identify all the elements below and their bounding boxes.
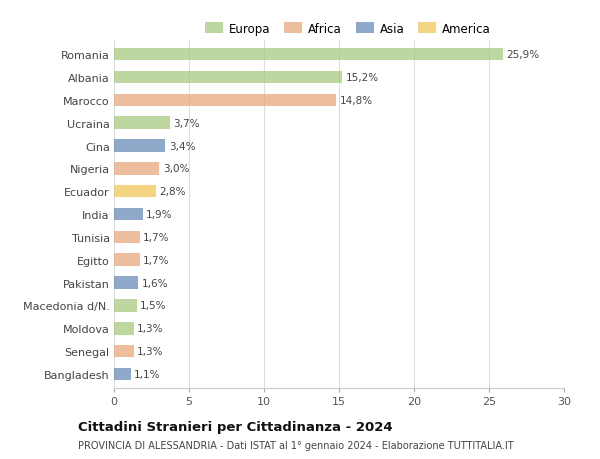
Text: 1,3%: 1,3%: [137, 347, 164, 356]
Bar: [114, 140, 165, 152]
Text: 1,6%: 1,6%: [142, 278, 168, 288]
Bar: [114, 322, 133, 335]
Bar: [114, 49, 503, 61]
Text: 2,8%: 2,8%: [160, 187, 186, 197]
Bar: [114, 345, 133, 358]
Text: 1,7%: 1,7%: [143, 232, 170, 242]
Text: 3,4%: 3,4%: [169, 141, 195, 151]
Text: PROVINCIA DI ALESSANDRIA - Dati ISTAT al 1° gennaio 2024 - Elaborazione TUTTITAL: PROVINCIA DI ALESSANDRIA - Dati ISTAT al…: [78, 440, 514, 450]
Text: 3,7%: 3,7%: [173, 118, 200, 129]
Text: 1,5%: 1,5%: [140, 301, 167, 311]
Bar: [114, 208, 143, 221]
Bar: [114, 231, 139, 244]
Bar: [114, 117, 170, 129]
Bar: [114, 300, 137, 312]
Text: 1,7%: 1,7%: [143, 255, 170, 265]
Text: Cittadini Stranieri per Cittadinanza - 2024: Cittadini Stranieri per Cittadinanza - 2…: [78, 420, 392, 433]
Bar: [114, 368, 131, 381]
Text: 1,9%: 1,9%: [146, 210, 173, 219]
Text: 15,2%: 15,2%: [346, 73, 379, 83]
Legend: Europa, Africa, Asia, America: Europa, Africa, Asia, America: [200, 18, 496, 40]
Bar: [114, 72, 342, 84]
Bar: [114, 94, 336, 107]
Bar: [114, 162, 159, 175]
Text: 14,8%: 14,8%: [340, 95, 373, 106]
Text: 1,1%: 1,1%: [134, 369, 161, 379]
Text: 25,9%: 25,9%: [506, 50, 539, 60]
Bar: [114, 277, 138, 289]
Text: 1,3%: 1,3%: [137, 324, 164, 334]
Bar: [114, 254, 139, 267]
Text: 3,0%: 3,0%: [163, 164, 189, 174]
Bar: [114, 185, 156, 198]
